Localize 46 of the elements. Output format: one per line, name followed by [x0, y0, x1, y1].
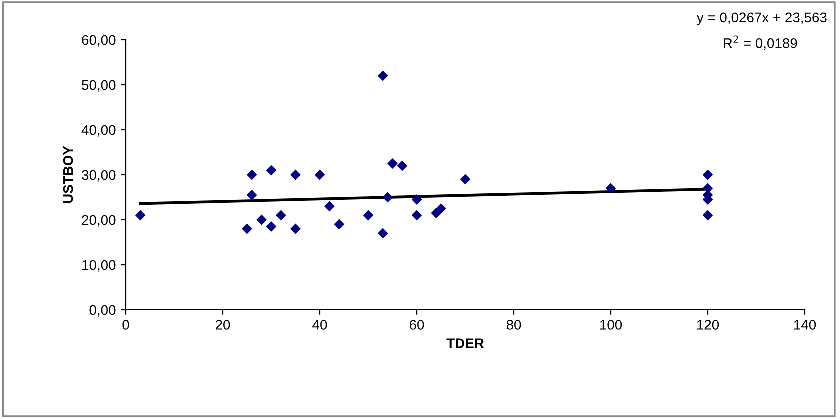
y-tick-label: 50,00: [82, 80, 116, 92]
point: [266, 165, 277, 176]
point: [246, 190, 258, 200]
x-tick-label: 20: [216, 320, 230, 330]
text: y = 0,0267x + 23,563: [696, 12, 827, 26]
point: [412, 194, 422, 205]
point: [378, 70, 388, 82]
point: [412, 210, 422, 221]
y-tick-label: 40,00: [82, 125, 116, 137]
x-tick-label: 60: [410, 320, 424, 330]
x-tick-label: 100: [600, 320, 622, 330]
point: [702, 170, 714, 180]
point: [436, 204, 446, 214]
x-tick-label: 40: [312, 320, 328, 330]
y-tick-label: 10,00: [82, 260, 116, 272]
point: [266, 222, 277, 232]
point: [135, 210, 146, 221]
point: [256, 214, 267, 226]
point: [246, 170, 258, 180]
y-tick-label: 30,00: [82, 170, 116, 182]
point: [378, 228, 388, 239]
point: [702, 210, 714, 221]
y-tick-label: 20,00: [82, 215, 116, 227]
point: [324, 201, 335, 212]
point: [460, 174, 471, 185]
y-tick-label: 60,00: [82, 35, 116, 47]
point: [397, 160, 408, 172]
point: [334, 219, 345, 230]
point: [382, 192, 394, 203]
point: [314, 170, 326, 180]
x-tick-label: 80: [506, 320, 522, 330]
point: [290, 170, 301, 180]
x-tick-label: 0: [122, 320, 130, 330]
point: [606, 183, 616, 194]
point: [290, 224, 301, 234]
annotation: R$^{2}$ = 0,0189: [724, 36, 798, 50]
point: [431, 208, 442, 218]
x-axis-title: TDER: [446, 338, 484, 348]
x-tick-label: 120: [697, 320, 720, 330]
point: [242, 224, 252, 234]
y-tick-label: 0,00: [90, 305, 116, 317]
x-tick-label: 140: [794, 320, 816, 330]
point: [388, 158, 398, 169]
point: [363, 210, 374, 221]
point: [276, 210, 286, 221]
y-axis-title: USTBOY: [63, 146, 74, 204]
